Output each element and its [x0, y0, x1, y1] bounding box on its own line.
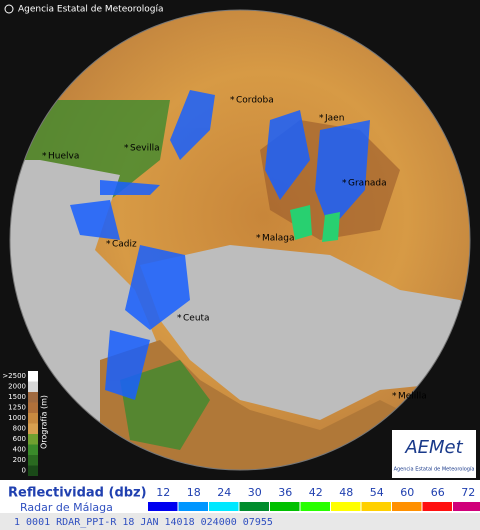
legend-title: Reflectividad (dbz): [8, 486, 147, 501]
city-label: Granada: [348, 179, 387, 189]
city-marker: *: [319, 114, 324, 124]
orography-swatch: [28, 444, 38, 455]
orography-swatch: [28, 423, 38, 434]
orography-tick: 600: [13, 435, 26, 443]
status-bar: [0, 513, 480, 530]
orography-swatch: [28, 392, 38, 403]
legend-swatch: [300, 502, 330, 511]
city-marker: *: [124, 144, 129, 154]
orography-tick: 2000: [8, 383, 26, 391]
orography-tick: 1500: [8, 393, 26, 401]
legend-swatch: [453, 502, 480, 511]
orography-tick: 800: [13, 425, 26, 433]
status-text: 1 0001 RDAR_PPI-R 18 JAN 14018 024000 07…: [14, 517, 273, 528]
orography-swatch: [28, 434, 38, 445]
city-label: Sevilla: [130, 144, 160, 154]
legend-swatch: [422, 502, 452, 511]
legend-swatch: [209, 502, 239, 511]
city-label: Cordoba: [236, 96, 274, 106]
logo-name: AEMet: [404, 437, 463, 458]
orography-tick: 1250: [8, 404, 26, 412]
legend-value: 72: [461, 486, 475, 499]
orography-swatch: [28, 465, 38, 476]
legend-value: 18: [187, 486, 201, 499]
orography-swatch: [28, 381, 38, 392]
orography-title: Orografía (m): [40, 395, 49, 449]
city-label: Malaga: [262, 234, 295, 244]
legend-swatch: [270, 502, 300, 511]
orography-tick: 400: [13, 446, 26, 454]
legend-value: 36: [278, 486, 292, 499]
city-label: Ceuta: [183, 314, 210, 324]
legend-swatch: [178, 502, 208, 511]
city-marker: *: [230, 96, 235, 106]
legend-value: 30: [248, 486, 262, 499]
orography-tick: 200: [13, 456, 26, 464]
logo-subtitle: Agencia Estatal de Meteorología: [394, 466, 475, 473]
city-marker: *: [256, 234, 261, 244]
legend-value: 66: [431, 486, 445, 499]
city-label: Melilla: [398, 392, 427, 402]
legend-swatch: [148, 502, 178, 511]
orography-swatch: [28, 413, 38, 424]
legend-swatch: [331, 502, 361, 511]
radar-name: Radar de Málaga: [20, 501, 113, 514]
legend-swatch: [361, 502, 391, 511]
city-label: Huelva: [48, 152, 79, 162]
orography-tick: 0: [22, 467, 26, 475]
agency-name: Agencia Estatal de Meteorología: [18, 5, 164, 15]
logo-box: [392, 430, 476, 478]
city-label: Jaen: [324, 114, 344, 124]
legend-value: 42: [309, 486, 323, 499]
legend-value: 54: [370, 486, 384, 499]
orography-tick: >2500: [2, 372, 26, 380]
city-marker: *: [42, 152, 47, 162]
city-marker: *: [177, 314, 182, 324]
legend-value: 60: [400, 486, 414, 499]
orography-tick: 1000: [8, 414, 26, 422]
orography-swatch: [28, 371, 38, 382]
city-label: Cadiz: [112, 240, 137, 250]
legend-value: 48: [339, 486, 353, 499]
legend-value: 12: [156, 486, 170, 499]
legend-swatch: [239, 502, 269, 511]
city-marker: *: [342, 179, 347, 189]
city-marker: *: [106, 240, 111, 250]
city-marker: *: [392, 392, 397, 402]
legend-swatch: [392, 502, 422, 511]
orography-swatch: [28, 402, 38, 413]
legend-value: 24: [217, 486, 231, 499]
orography-swatch: [28, 455, 38, 466]
